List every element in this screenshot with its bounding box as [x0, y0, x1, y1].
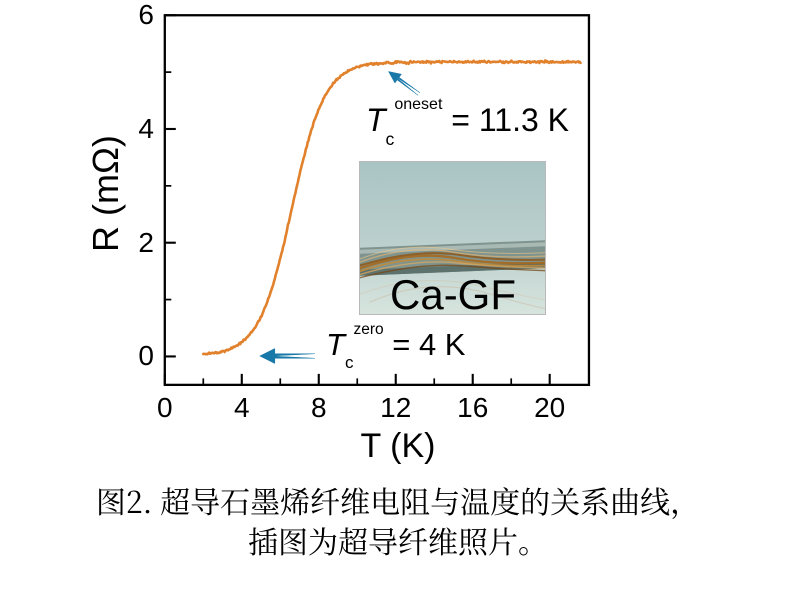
svg-text:Ca-GF: Ca-GF	[390, 271, 516, 315]
